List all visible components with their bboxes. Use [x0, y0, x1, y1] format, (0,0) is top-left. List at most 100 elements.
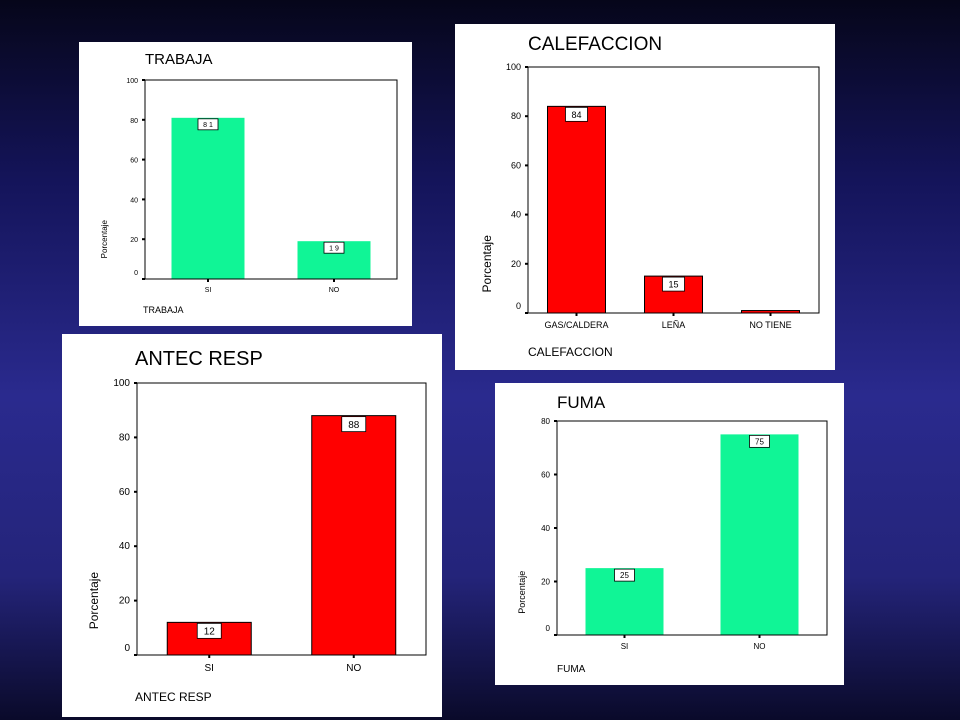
plot-frame: [136, 382, 427, 656]
chart-title: ANTEC RESP: [135, 348, 263, 370]
y-tick-label: 0: [124, 643, 130, 654]
chart-title: FUMA: [557, 393, 606, 412]
y-axis-title: Porcentaje: [87, 572, 101, 630]
bar: [720, 434, 799, 635]
y-tick-label: 60: [511, 160, 521, 170]
chart-footer-label: CALEFACCION: [528, 345, 613, 359]
y-tick-mark: [142, 118, 145, 121]
y-tick-label: 20: [119, 596, 131, 607]
data-label-box: [197, 118, 219, 131]
y-tick-label: 40: [119, 541, 131, 552]
y-tick-label: 40: [130, 197, 138, 204]
chart-svg: 0 20 40 60 80 25 SI 75 NO Porcentaje: [517, 417, 828, 651]
x-tick-mark: [207, 279, 209, 282]
y-tick-mark: [142, 278, 145, 280]
y-tick-label: 20: [541, 578, 550, 587]
chart-footer-label: ANTEC RESP: [135, 690, 212, 704]
y-tick-label: 0: [134, 270, 138, 277]
x-tick-label: GAS/CALDERA: [544, 320, 608, 330]
y-tick-label: 80: [511, 111, 521, 121]
y-tick-mark: [525, 262, 528, 265]
y-tick-mark: [142, 158, 145, 161]
data-label-box: [662, 276, 685, 292]
y-axis-ticks: 0 20 40 60 80 100: [126, 78, 145, 280]
y-tick-mark: [525, 115, 528, 118]
y-tick-mark: [134, 545, 137, 548]
x-tick-label: SI: [205, 287, 212, 294]
data-label: 88: [348, 420, 360, 431]
chart-svg: 0 20 40 60 80 100 8 1 SI 1 9 NO Porcentaje: [100, 78, 398, 294]
chart-footer-label: FUMA: [557, 664, 586, 675]
y-tick-label: 0: [546, 624, 551, 633]
data-label-box: [749, 434, 770, 448]
chart-title: TRABAJA: [145, 51, 213, 68]
chart-panel-antec-resp: ANTEC RESP 0 20 40 60 80 100 12 SI 88 NO Porcentaj…: [62, 334, 442, 717]
x-tick-label: NO: [346, 663, 361, 674]
y-tick-mark: [525, 312, 528, 314]
data-label-box: [323, 241, 345, 254]
bars: 84 GAS/CALDERA 15 LEÑA NO TIENE: [544, 105, 800, 330]
y-axis-title: Porcentaje: [480, 235, 494, 293]
plot-frame: [527, 66, 820, 314]
data-label-box: [565, 106, 588, 122]
bars: 12 SI 88 NO: [166, 415, 397, 674]
bar: [171, 117, 245, 279]
x-tick-label: LEÑA: [662, 320, 686, 330]
y-tick-label: 80: [119, 432, 131, 443]
x-tick-mark: [352, 655, 355, 658]
data-label: 15: [668, 280, 678, 290]
x-tick-mark: [208, 655, 211, 658]
bars: 25 SI 75 NO: [585, 434, 799, 651]
y-tick-mark: [134, 599, 137, 602]
y-tick-mark: [554, 527, 557, 529]
y-tick-label: 60: [119, 487, 131, 498]
y-axis-ticks: 0 20 40 60 80: [541, 417, 557, 636]
y-tick-label: 80: [130, 118, 138, 125]
y-tick-mark: [525, 66, 528, 68]
chart-svg: 0 20 40 60 80 100 12 SI 88 NO Porcentaje: [87, 378, 427, 674]
y-tick-mark: [134, 436, 137, 439]
chart-panel-fuma: FUMA 0 20 40 60 80 25 SI 75 NO Porcentaje FUMA: [495, 383, 844, 685]
plot-frame: [556, 420, 828, 636]
x-tick-mark: [672, 313, 675, 316]
y-axis-ticks: 0 20 40 60 80 100: [506, 62, 528, 314]
y-tick-label: 40: [541, 524, 550, 533]
y-axis-title: Porcentaje: [517, 571, 527, 614]
y-tick-label: 0: [516, 301, 521, 311]
y-tick-label: 100: [113, 378, 130, 389]
data-label-box: [341, 416, 367, 433]
chart-svg: 0 20 40 60 80 100 84 GAS/CALDERA 15 LEÑA NO TIENE P…: [480, 62, 820, 330]
chart-footer-label: TRABAJA: [143, 305, 184, 315]
y-tick-mark: [554, 580, 557, 583]
y-axis-title: Porcentaje: [100, 220, 109, 259]
y-tick-label: 80: [541, 417, 550, 426]
y-tick-mark: [142, 79, 145, 81]
x-tick-mark: [623, 635, 626, 638]
data-label: 84: [571, 110, 581, 120]
y-tick-mark: [525, 213, 528, 216]
y-tick-mark: [554, 420, 557, 422]
chart-panel-calefaccion: CALEFACCION 0 20 40 60 80 100 84 GAS/CALDERA 15 L…: [455, 24, 835, 370]
chart-title: CALEFACCION: [528, 34, 663, 55]
y-tick-mark: [142, 198, 145, 201]
x-tick-label: NO: [754, 642, 766, 651]
y-tick-mark: [554, 634, 557, 636]
bars: 8 1 SI 1 9 NO: [171, 117, 371, 294]
y-tick-mark: [134, 382, 137, 384]
y-tick-mark: [134, 490, 137, 493]
y-tick-mark: [134, 654, 137, 656]
y-tick-mark: [142, 238, 145, 241]
x-tick-label: SI: [205, 663, 214, 674]
x-tick-label: NO: [329, 287, 340, 294]
data-label-box: [614, 568, 635, 582]
y-tick-label: 20: [130, 237, 138, 244]
x-tick-label: SI: [621, 642, 629, 651]
data-label: 25: [620, 571, 629, 580]
x-tick-mark: [758, 635, 761, 638]
y-tick-mark: [554, 473, 557, 476]
bar: [311, 415, 397, 656]
plot-frame: [144, 79, 398, 280]
y-tick-label: 60: [541, 471, 550, 480]
x-tick-mark: [575, 313, 578, 316]
x-tick-label: NO TIENE: [749, 320, 791, 330]
